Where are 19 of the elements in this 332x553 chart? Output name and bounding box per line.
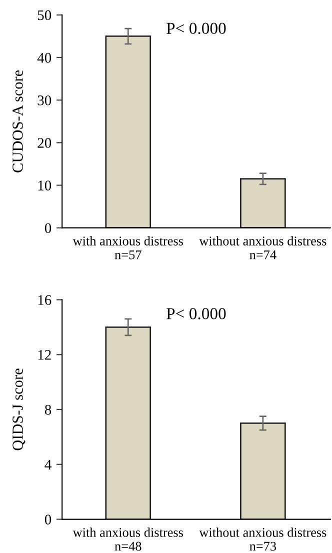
x-tick-label: with anxious distress n=57 bbox=[72, 236, 183, 260]
y-axis-title: QIDS-J score bbox=[12, 368, 26, 450]
annotation: P< 0.000 bbox=[166, 308, 226, 320]
y-axis-title: CUDOS-A score bbox=[12, 70, 23, 172]
y-tick-label: 10 bbox=[38, 180, 52, 190]
y-tick-label: 0 bbox=[44, 223, 52, 234]
y-tick-label: 8 bbox=[44, 404, 52, 415]
y-tick-label: 40 bbox=[37, 52, 52, 63]
y-tick-label: 50 bbox=[38, 10, 52, 20]
y-tick-label: 16 bbox=[38, 295, 52, 305]
x-tick-label: with anxious distress n=48 bbox=[72, 528, 183, 551]
y-tick-label: 20 bbox=[38, 138, 52, 148]
y-tick-label: 30 bbox=[38, 95, 52, 106]
y-tick-label: 0 bbox=[44, 514, 52, 524]
y-tick-label: 12 bbox=[38, 350, 51, 360]
x-tick-label: without anxious distress n=74 bbox=[199, 236, 326, 260]
annotation: P< 0.000 bbox=[166, 22, 226, 34]
x-tick-label: without anxious distress n=73 bbox=[199, 528, 326, 551]
y-tick-label: 4 bbox=[44, 460, 52, 470]
